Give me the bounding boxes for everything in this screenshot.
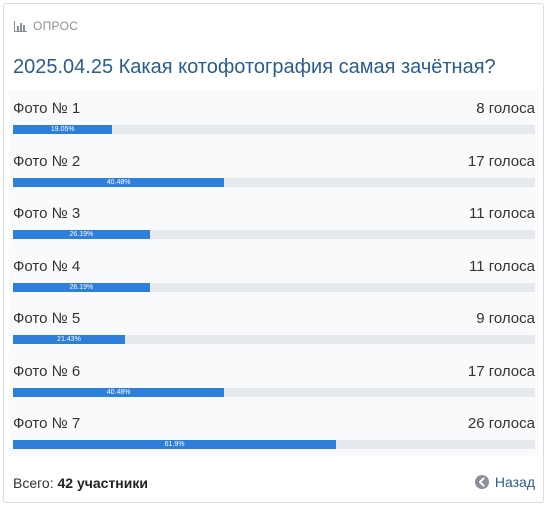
back-label: Назад	[494, 474, 535, 490]
poll-option: Фото № 1 8 голоса 19.05%	[9, 90, 539, 135]
progress-fill: 26.19%	[13, 282, 150, 292]
poll-options: Фото № 1 8 голоса 19.05% Фото № 2 17 голоса 4…	[9, 90, 539, 456]
back-button[interactable]: Назад	[474, 472, 535, 492]
poll-title: 2025.04.25 Какая котофотография самая за…	[13, 56, 496, 78]
option-label: Фото № 2	[13, 152, 81, 170]
option-label: Фото № 4	[13, 257, 81, 275]
progress-fill: 21.43%	[13, 335, 125, 344]
bar-chart-icon	[14, 20, 27, 32]
progress-fill: 61.9%	[13, 440, 337, 449]
option-label: Фото № 1	[13, 100, 81, 117]
option-votes: 11 голоса	[469, 257, 535, 275]
option-votes: 8 голоса	[476, 100, 535, 117]
total-prefix: Всего:	[13, 475, 54, 491]
poll-option: Фото № 7 26 голоса 61.9%	[9, 405, 539, 450]
poll-card: ОПРОС 2025.04.25 Какая котофотография са…	[3, 3, 544, 503]
progress-track: 21.43%	[13, 335, 535, 344]
progress-track: 40.48%	[13, 177, 535, 187]
option-label: Фото № 7	[13, 415, 81, 432]
total-participants: Всего: 42 участники	[13, 473, 148, 493]
progress-track: 26.19%	[13, 282, 535, 292]
option-votes: 17 голоса	[467, 152, 535, 170]
progress-fill: 19.05%	[13, 125, 113, 134]
option-label: Фото № 3	[13, 205, 81, 222]
option-votes: 17 голоса	[467, 362, 535, 380]
progress-fill: 40.48%	[13, 177, 225, 187]
progress-fill: 40.48%	[13, 387, 225, 397]
progress-track: 26.19%	[13, 230, 535, 239]
progress-fill: 26.19%	[13, 230, 150, 239]
poll-option: Фото № 4 11 голоса 26.19%	[9, 248, 539, 293]
poll-option: Фото № 2 17 голоса 40.48%	[9, 143, 539, 188]
option-votes: 11 голоса	[469, 205, 535, 222]
progress-track: 61.9%	[13, 440, 535, 449]
option-votes: 9 голоса	[476, 310, 535, 327]
poll-header: ОПРОС	[14, 18, 78, 34]
progress-track: 40.48%	[13, 387, 535, 397]
poll-option: Фото № 6 17 голоса 40.48%	[9, 353, 539, 398]
circle-arrow-left-icon	[474, 475, 489, 489]
poll-option: Фото № 5 9 голоса 21.43%	[9, 300, 539, 345]
progress-track: 19.05%	[13, 125, 535, 134]
option-label: Фото № 6	[13, 362, 81, 380]
option-label: Фото № 5	[13, 310, 81, 327]
poll-option: Фото № 3 11 голоса 26.19%	[9, 195, 539, 240]
total-value: 42 участники	[57, 475, 148, 491]
poll-header-label: ОПРОС	[33, 19, 79, 33]
option-votes: 26 голоса	[467, 415, 535, 432]
